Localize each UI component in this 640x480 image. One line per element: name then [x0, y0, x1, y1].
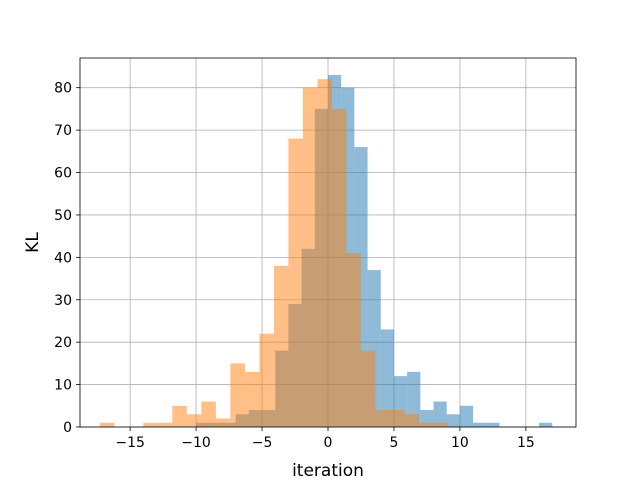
- histogram-bar: [215, 418, 231, 427]
- histogram-bar: [99, 422, 115, 427]
- histogram-bar: [486, 422, 500, 427]
- y-tick-label: 0: [63, 420, 72, 436]
- y-axis-ticks: 0 10 20 30 40 50 60 70 80: [54, 81, 80, 436]
- y-axis-label: KL: [23, 232, 43, 253]
- bars: [99, 74, 553, 428]
- histogram-bar: [459, 405, 474, 427]
- x-tick-label: −5: [252, 435, 273, 451]
- y-tick-label: 20: [54, 335, 72, 351]
- histogram-bar: [375, 410, 390, 427]
- histogram-bar: [331, 108, 347, 428]
- y-tick-label: 40: [54, 250, 72, 266]
- x-tick-label: 10: [451, 435, 469, 451]
- histogram-bar: [157, 422, 173, 427]
- histogram-bar: [201, 401, 216, 427]
- y-tick-label: 70: [54, 123, 72, 139]
- x-tick-label: 15: [517, 435, 535, 451]
- histogram-bar: [273, 265, 289, 427]
- histogram-bar: [433, 401, 447, 427]
- y-tick-label: 30: [54, 293, 72, 309]
- y-tick-label: 80: [54, 81, 72, 97]
- y-tick-label: 60: [54, 166, 72, 182]
- y-tick-label: 10: [54, 378, 72, 394]
- histogram-bar: [230, 363, 245, 427]
- histogram-bar: [539, 422, 553, 427]
- histogram-bar: [244, 371, 260, 427]
- x-tick-label: −15: [115, 435, 145, 451]
- histogram-bar: [419, 422, 434, 427]
- x-tick-label: −10: [181, 435, 211, 451]
- histogram-bar: [317, 79, 332, 427]
- x-tick-label: 0: [324, 435, 333, 451]
- y-tick-label: 50: [54, 208, 72, 224]
- histogram-bar: [433, 422, 449, 427]
- histogram-bar: [360, 350, 376, 427]
- histogram-bar: [172, 405, 187, 427]
- histogram-bar: [473, 422, 487, 427]
- histogram-bar: [143, 422, 158, 427]
- histogram-bar: [390, 410, 405, 427]
- x-axis-label: iteration: [292, 461, 364, 480]
- histogram-bar: [259, 333, 274, 427]
- histogram-bar: [302, 87, 318, 428]
- x-tick-label: 5: [389, 435, 398, 451]
- histogram-series-2: [99, 79, 449, 428]
- histogram-bar: [380, 329, 394, 427]
- histogram-bar: [288, 138, 303, 427]
- histogram-bar: [446, 414, 460, 427]
- histogram-bar: [407, 371, 421, 427]
- histogram-bar: [186, 414, 202, 427]
- histogram-bar: [404, 414, 420, 427]
- x-axis-ticks: −15 −10 −5 0 5 10 15: [115, 427, 535, 451]
- histogram-bar: [346, 253, 361, 427]
